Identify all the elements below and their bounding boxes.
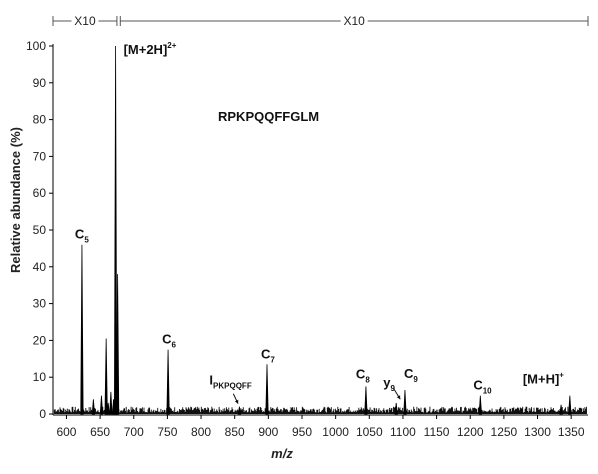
x-tick-label: 1200 [457, 425, 484, 439]
peak-annotations: [M+2H]2+ C5 C6 C7 IPKPQQFF C8 y9 C9 C10 [M+H]+ [75, 41, 564, 404]
spectrum-peak [568, 395, 572, 415]
spectrum-peaks [80, 45, 572, 415]
spectrum-peak [559, 404, 563, 415]
peak-annotation: C6 [162, 332, 176, 350]
x-tick-label: 900 [258, 425, 278, 439]
i-ion-pointer-arrow-head [234, 399, 239, 404]
y-tick-label: 20 [33, 333, 47, 347]
spectrum-peak [364, 386, 368, 415]
peak-annotation: [M+H]+ [523, 371, 564, 387]
x-axis-title: m/z [271, 446, 293, 461]
x-tick-label: 950 [292, 425, 312, 439]
x-tick-label: 1100 [390, 425, 416, 439]
peak-annotation: y9 [383, 375, 395, 393]
peak-annotation: C8 [356, 366, 370, 384]
baseline-noise [53, 406, 587, 414]
x-tick-label: 1250 [491, 425, 518, 439]
y-tick-label: 0 [39, 407, 46, 421]
x-tick-label: 750 [157, 425, 177, 439]
spectrum-peak [80, 244, 84, 415]
x-tick-label: 1050 [356, 425, 383, 439]
y-tick-label: 80 [33, 113, 47, 127]
spectrum-peak [265, 364, 269, 415]
spectrum-peak [113, 45, 118, 415]
y-axis-title: Relative abundance (%) [8, 127, 23, 273]
axes [49, 44, 588, 419]
spectrum-peak [99, 395, 104, 415]
peptide-sequence-label: RPKPQQFFGLM [218, 109, 319, 124]
spectrum-peak [106, 402, 110, 415]
magnification-bracket: X10 [119, 14, 589, 28]
spectrum-peak [403, 390, 407, 415]
peak-annotation: C7 [261, 346, 275, 364]
x-tick-label: 1150 [424, 425, 450, 439]
y-tick-label: 30 [33, 297, 47, 311]
peak-annotation: C9 [404, 366, 418, 384]
x-tick-label: 1300 [524, 425, 551, 439]
y-tick-label: 100 [26, 39, 46, 53]
tick-labels: 0 10 20 30 40 50 60 70 80 90 100 600 650 700 750 800 850… [26, 39, 585, 439]
peak-annotation: IPKPQQFF [209, 373, 251, 391]
y-tick-label: 10 [33, 370, 47, 384]
spectrum-peak [104, 338, 108, 415]
peak-annotation: C10 [473, 378, 492, 396]
x-tick-label: 1350 [558, 425, 585, 439]
spectrum-peak [116, 274, 120, 415]
y-tick-label: 60 [33, 186, 47, 200]
y-tick-label: 90 [33, 76, 47, 90]
peak-annotation: C5 [75, 227, 89, 245]
magnification-bracket: X10 [52, 14, 118, 28]
x-tick-label: 700 [124, 425, 144, 439]
y-tick-label: 40 [33, 260, 47, 274]
peak-annotation: [M+2H]2+ [124, 41, 177, 57]
magnification-label: X10 [74, 14, 96, 28]
spectrum-peak [109, 391, 113, 415]
spectrum-peak [478, 395, 482, 415]
y-tick-label: 50 [33, 223, 47, 237]
y9-pointer-arrow-head [396, 395, 401, 400]
x-tick-label: 1000 [322, 425, 349, 439]
spectrum-peak [237, 406, 242, 415]
magnification-brackets: X10 X10 [52, 14, 589, 28]
magnification-label: X10 [343, 14, 365, 28]
x-tick-label: 600 [56, 425, 76, 439]
spectrum-peak [166, 349, 170, 415]
y-tick-label: 70 [33, 149, 47, 163]
x-tick-label: 850 [225, 425, 245, 439]
x-tick-label: 650 [90, 425, 110, 439]
x-tick-label: 800 [191, 425, 211, 439]
spectrum-peak [394, 402, 398, 415]
noise-trace [53, 406, 587, 414]
spectrum-peak [91, 399, 96, 415]
